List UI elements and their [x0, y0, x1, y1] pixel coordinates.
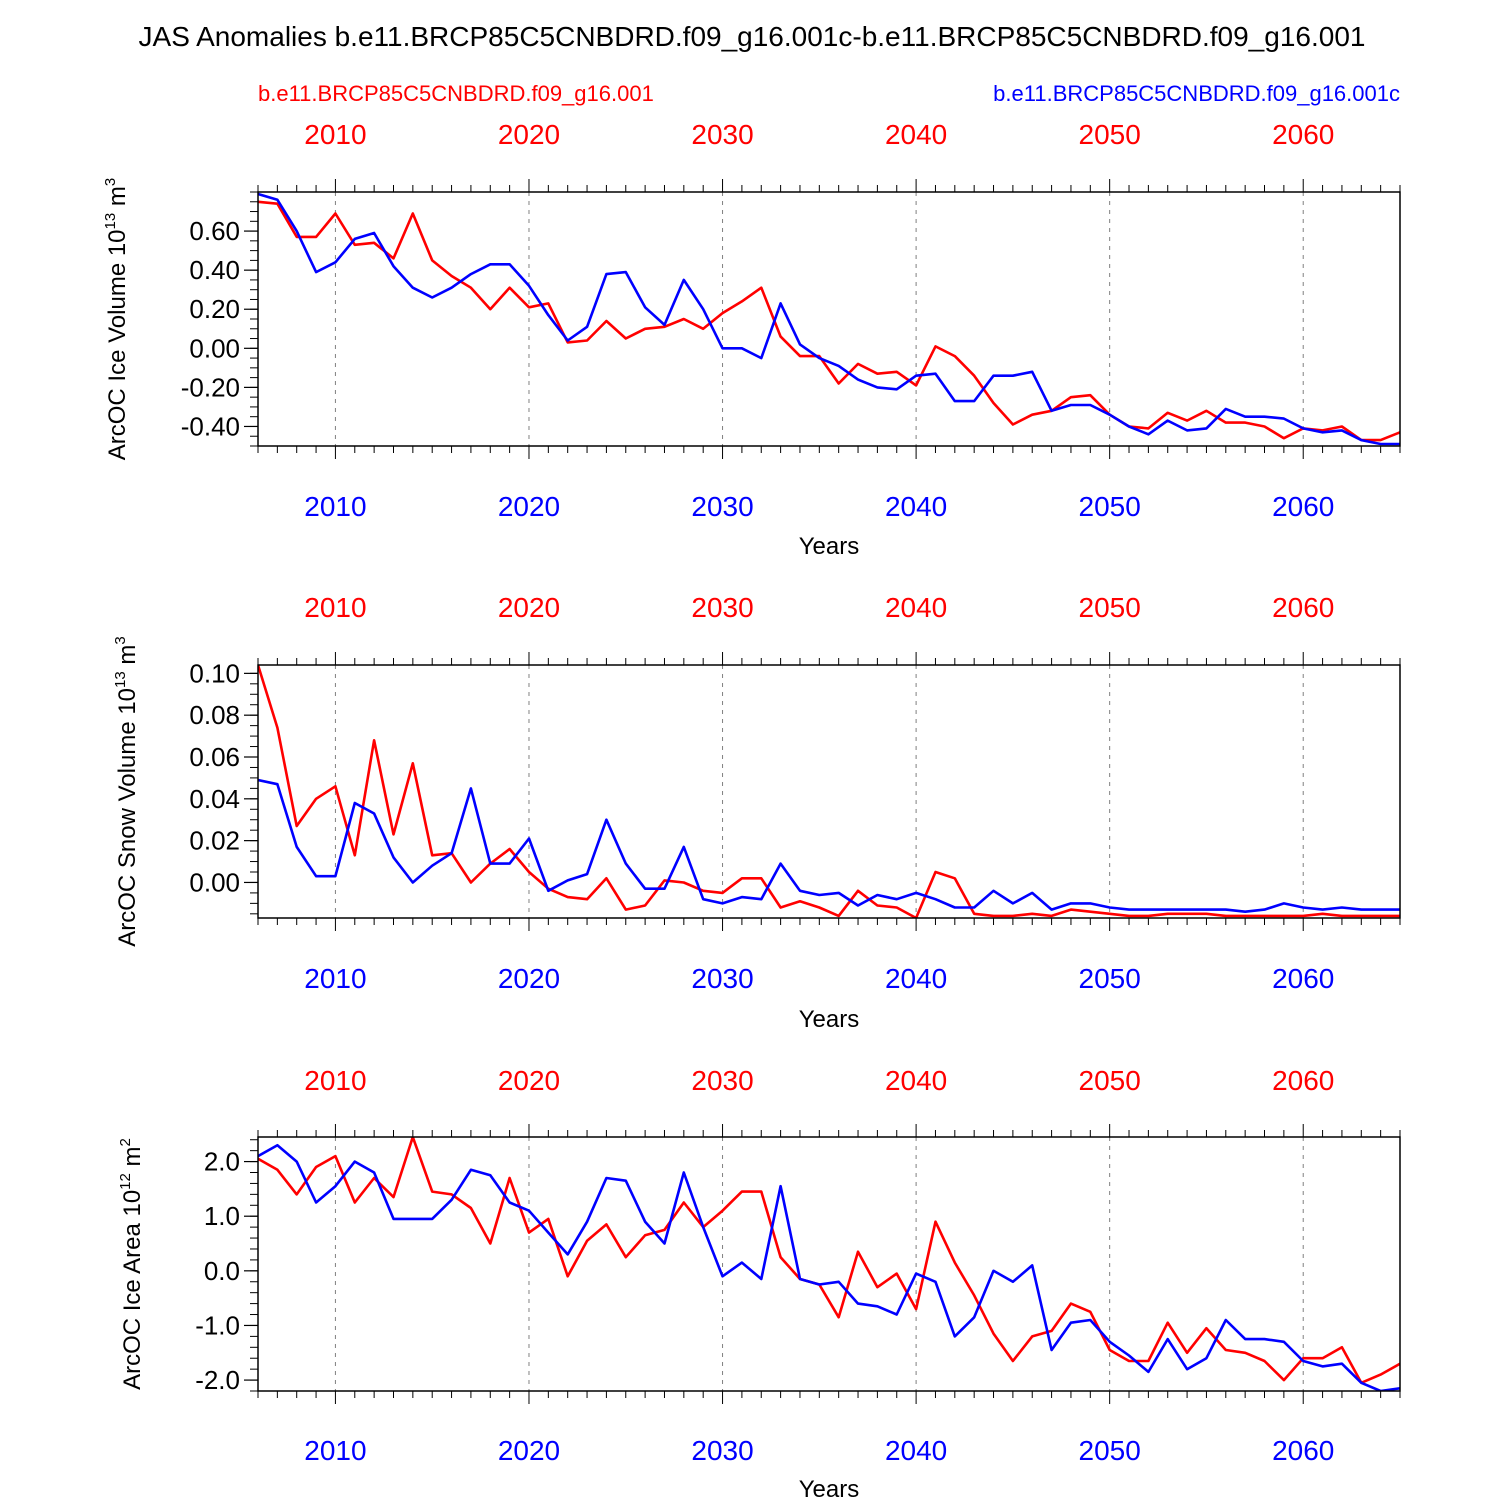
- y-tick-label: 1.0: [204, 1201, 240, 1231]
- x-tick-label-top: 2060: [1272, 592, 1334, 623]
- x-tick-label-bottom: 2060: [1272, 963, 1334, 994]
- x-axis-label: Years: [799, 1006, 860, 1033]
- y-tick-label: 0.00: [189, 333, 240, 363]
- x-tick-label-bottom: 2030: [691, 1435, 753, 1466]
- y-tick-label: -0.40: [181, 411, 240, 441]
- x-tick-label-top: 2010: [304, 592, 366, 623]
- y-axis-label: ArcOC Ice Area 1012 m2: [117, 1138, 146, 1390]
- x-tick-label-bottom: 2030: [691, 491, 753, 522]
- y-tick-label: 2.0: [204, 1147, 240, 1177]
- plot-frame: [257, 191, 1401, 447]
- y-tick-label: 0.06: [189, 742, 240, 772]
- x-tick-label-bottom: 2040: [885, 963, 947, 994]
- x-tick-label-top: 2040: [885, 592, 947, 623]
- x-axis-label: Years: [799, 533, 860, 560]
- x-tick-label-top: 2060: [1272, 119, 1334, 150]
- y-tick-label: 0.02: [189, 826, 240, 856]
- x-tick-label-bottom: 2020: [498, 1435, 560, 1466]
- y-tick-label: 0.60: [189, 216, 240, 246]
- x-tick-label-top: 2020: [498, 1065, 560, 1096]
- chart-panel-3: -2.0 -1.0 0.0 1.0 2.0 2010 2010 2020 2020 2030 203…: [117, 1065, 1401, 1503]
- x-tick-label-bottom: 2050: [1079, 491, 1141, 522]
- x-tick-label-top: 2060: [1272, 1065, 1334, 1096]
- chart-panels: -0.40 -0.20 0.00 0.20 0.40 0.60 2010 2010 2020 20…: [102, 119, 1401, 1503]
- plot-frame: [257, 1136, 1401, 1392]
- y-tick-label: 0.04: [189, 784, 240, 814]
- x-tick-label-top: 2020: [498, 592, 560, 623]
- y-tick-label: 0.10: [189, 658, 240, 688]
- series-line-blue: [258, 778, 1400, 914]
- x-tick-label-bottom: 2030: [691, 963, 753, 994]
- y-tick-label: -2.0: [195, 1365, 240, 1395]
- x-tick-label-bottom: 2050: [1079, 963, 1141, 994]
- x-tick-label-bottom: 2040: [885, 491, 947, 522]
- series-line-red: [258, 200, 1400, 442]
- x-tick-label-top: 2040: [885, 119, 947, 150]
- x-tick-label-top: 2010: [304, 119, 366, 150]
- x-tick-label-bottom: 2040: [885, 1435, 947, 1466]
- x-tick-label-top: 2050: [1079, 119, 1141, 150]
- x-tick-label-top: 2050: [1079, 1065, 1141, 1096]
- legend-label-left: b.e11.BRCP85C5CNBDRD.f09_g16.001: [258, 81, 654, 106]
- y-tick-label: -1.0: [195, 1310, 240, 1340]
- y-tick-label: 0.00: [189, 867, 240, 897]
- chart-title: JAS Anomalies b.e11.BRCP85C5CNBDRD.f09_g…: [139, 21, 1366, 52]
- chart-panel-2: 0.00 0.02 0.04 0.06 0.08 0.10 2010 2010 2020 2020…: [112, 592, 1401, 1033]
- x-tick-label-bottom: 2050: [1079, 1435, 1141, 1466]
- x-tick-label-top: 2050: [1079, 592, 1141, 623]
- series-line-red: [258, 665, 1400, 918]
- x-tick-label-bottom: 2020: [498, 963, 560, 994]
- series-line-red: [258, 1137, 1400, 1385]
- y-tick-label: 0.08: [189, 700, 240, 730]
- chart-panel-1: -0.40 -0.20 0.00 0.20 0.40 0.60 2010 2010 2020 20…: [102, 119, 1401, 560]
- x-tick-label-top: 2010: [304, 1065, 366, 1096]
- x-tick-label-bottom: 2060: [1272, 491, 1334, 522]
- y-tick-label: -0.20: [181, 372, 240, 402]
- x-tick-label-top: 2030: [691, 1065, 753, 1096]
- series-line-blue: [258, 1143, 1400, 1391]
- y-tick-label: 0.20: [189, 294, 240, 324]
- legend-label-right: b.e11.BRCP85C5CNBDRD.f09_g16.001c: [993, 81, 1400, 106]
- y-axis-label: ArcOC Snow Volume 1013 m3: [112, 636, 141, 947]
- x-tick-label-bottom: 2060: [1272, 1435, 1334, 1466]
- plot-frame: [257, 664, 1401, 919]
- x-tick-label-bottom: 2020: [498, 491, 560, 522]
- y-tick-label: 0.0: [204, 1256, 240, 1286]
- x-tick-label-top: 2020: [498, 119, 560, 150]
- x-axis-label: Years: [799, 1476, 860, 1500]
- x-tick-label-bottom: 2010: [304, 1435, 366, 1466]
- x-tick-label-bottom: 2010: [304, 963, 366, 994]
- x-tick-label-top: 2040: [885, 1065, 947, 1096]
- y-tick-label: 0.40: [189, 255, 240, 285]
- x-tick-label-top: 2030: [691, 592, 753, 623]
- y-axis-label: ArcOC Ice Volume 1013 m3: [102, 178, 131, 460]
- x-tick-label-top: 2030: [691, 119, 753, 150]
- series-line-blue: [258, 192, 1400, 446]
- x-tick-label-bottom: 2010: [304, 491, 366, 522]
